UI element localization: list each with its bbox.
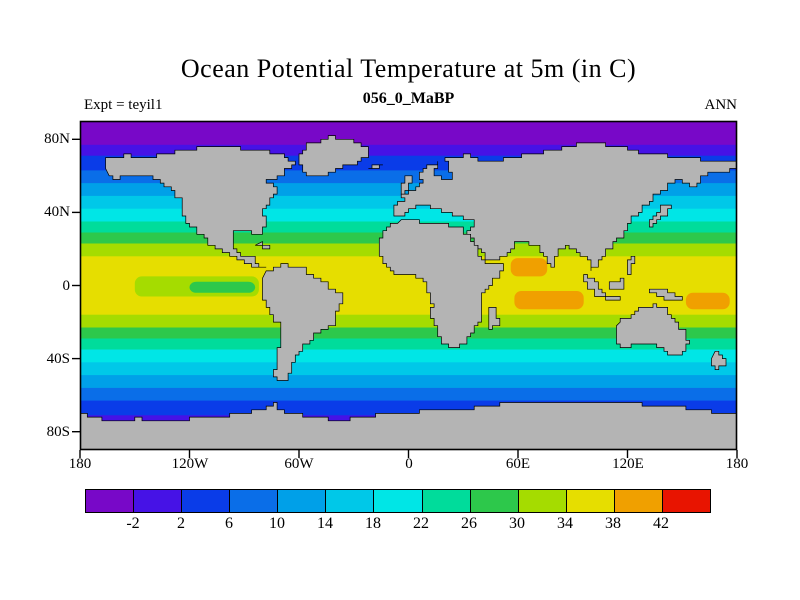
colorbar-tick-label: 14 bbox=[317, 515, 333, 532]
new-zealand-landmass bbox=[711, 350, 727, 370]
cuba-landmass bbox=[255, 241, 271, 250]
colorbar-segment bbox=[277, 490, 326, 512]
temperature-band bbox=[80, 327, 737, 340]
lat-tick-label: 0 bbox=[62, 278, 71, 294]
united-kingdom-landmass bbox=[400, 175, 413, 195]
map-layers bbox=[80, 121, 737, 450]
iceland-landmass bbox=[368, 164, 383, 169]
temperature-band bbox=[80, 362, 737, 376]
temperature-band bbox=[80, 338, 737, 351]
antarctica-landmass bbox=[80, 402, 737, 450]
arabian-sea-warm-patch bbox=[510, 258, 548, 277]
temperature-band bbox=[80, 314, 737, 329]
temperature-band bbox=[80, 349, 737, 363]
colorbar-segment bbox=[181, 490, 230, 512]
colorbar-segment bbox=[86, 490, 134, 512]
lon-tick-label: 0 bbox=[405, 456, 413, 472]
sumatra-java-landmass bbox=[583, 274, 621, 301]
lat-tick-label: 40S bbox=[46, 351, 70, 367]
eurasia-landmass bbox=[393, 142, 737, 271]
japan-landmass bbox=[649, 204, 672, 228]
philippines-landmass bbox=[627, 255, 636, 275]
lat-tick-label: 40N bbox=[44, 204, 70, 220]
colorbar-segment bbox=[325, 490, 374, 512]
colorbar-segment bbox=[613, 490, 662, 512]
colorbar-tick-label: 30 bbox=[509, 515, 525, 532]
greenland-landmass bbox=[298, 135, 369, 177]
map-frame bbox=[79, 120, 738, 451]
south-indian-warm-patch bbox=[514, 291, 584, 310]
temperature-band bbox=[80, 121, 737, 146]
colorbar-tick-label: 10 bbox=[269, 515, 285, 532]
temperature-band bbox=[80, 144, 737, 157]
lon-tick-label: 180 bbox=[68, 456, 92, 472]
longitude-axis: 180 120W 60W 0 60E 120E 180 bbox=[69, 455, 749, 475]
colorbar-tick-label: 18 bbox=[365, 515, 381, 532]
plot-subtitle: 056_0_MaBP bbox=[362, 90, 455, 107]
borneo-landmass bbox=[608, 277, 625, 290]
colorbar-tick-label: -2 bbox=[126, 515, 140, 532]
africa-landmass bbox=[378, 219, 504, 348]
colorbar-tick-label: 2 bbox=[177, 515, 185, 532]
latitude-axis: 80N 40N 0 40S 80S bbox=[0, 121, 74, 450]
colorbar-segment bbox=[229, 490, 278, 512]
south-america-landmass bbox=[262, 263, 344, 381]
temperature-map-svg bbox=[72, 120, 738, 458]
colorbar-segment bbox=[421, 490, 470, 512]
colorbar-tick-label: 22 bbox=[413, 515, 429, 532]
colorbar-segment bbox=[661, 490, 711, 512]
colorbar-segment bbox=[469, 490, 518, 512]
colorbar-tick-label: 26 bbox=[461, 515, 477, 532]
colorbar-tick-label: 6 bbox=[225, 515, 233, 532]
lat-tick-label: 80S bbox=[46, 424, 70, 440]
lon-tick-label: 120E bbox=[612, 456, 644, 472]
north-america-landmass bbox=[105, 146, 296, 268]
colorbar-tick-label: 34 bbox=[557, 515, 573, 532]
world-map bbox=[72, 120, 738, 458]
new-guinea-landmass bbox=[649, 288, 683, 301]
temperature-band bbox=[80, 375, 737, 389]
colorbar-segment bbox=[373, 490, 422, 512]
season-label: ANN bbox=[704, 97, 738, 113]
colorbar-labels: -2 2 6 10 14 18 22 26 30 34 38 42 bbox=[85, 515, 709, 535]
lat-tick-label: 80N bbox=[44, 131, 70, 147]
colorbar-segment bbox=[517, 490, 566, 512]
lon-tick-label: 180 bbox=[725, 456, 749, 472]
colorbar-segment bbox=[565, 490, 614, 512]
colorbar-tick-label: 38 bbox=[605, 515, 621, 532]
lon-tick-label: 120W bbox=[171, 456, 209, 472]
madagascar-landmass bbox=[488, 307, 501, 330]
lon-tick-label: 60E bbox=[505, 456, 531, 472]
lon-tick-label: 60W bbox=[284, 456, 314, 472]
colorbar-segment bbox=[133, 490, 182, 512]
colorbar-tick-label: 42 bbox=[653, 515, 669, 532]
australia-landmass bbox=[616, 303, 690, 356]
experiment-label: Expt = teyil1 bbox=[84, 97, 163, 113]
west-pacific-warm-patch bbox=[685, 292, 730, 310]
east-pacific-cold-tongue-core bbox=[189, 281, 256, 293]
colorbar bbox=[85, 489, 711, 513]
plot-title: Ocean Potential Temperature at 5m (in C) bbox=[180, 54, 637, 83]
temperature-band bbox=[80, 387, 737, 402]
